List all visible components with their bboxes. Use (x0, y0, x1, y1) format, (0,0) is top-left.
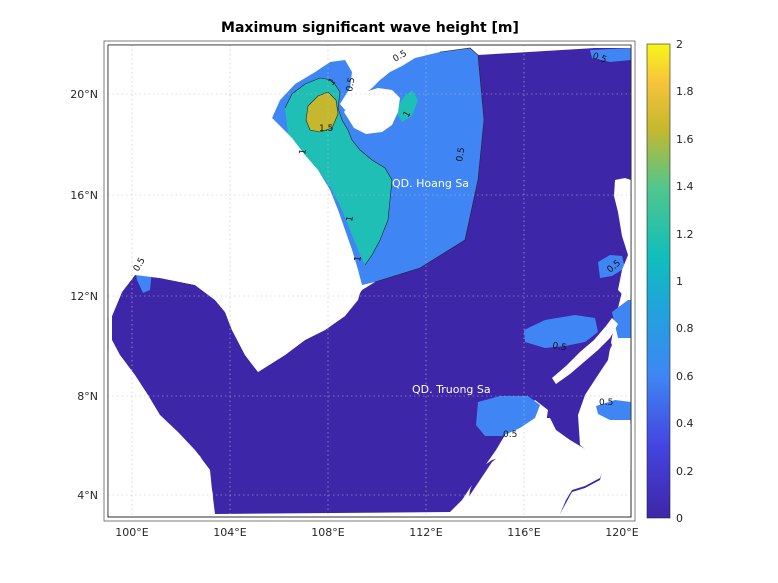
land-hainan (344, 88, 400, 134)
plot-border (107, 44, 632, 518)
x-tick-label: 108°E (311, 526, 344, 539)
contour-label: 1 (298, 148, 309, 155)
colorbar-tick-label: 1.2 (676, 228, 694, 241)
colorbar-tick-label: 1 (676, 275, 683, 288)
sea-medium-patch-north-east (590, 48, 631, 62)
x-tick-label: 100°E (115, 526, 148, 539)
x-axis-ticks: 100°E 104°E 108°E 112°E 116°E 120°E (115, 526, 638, 539)
graticule (108, 45, 631, 517)
colorbar-tick-label: 1.6 (676, 133, 694, 146)
sea-medium-patch-east-3 (612, 300, 631, 338)
colorbar-tick-label: 0 (676, 512, 683, 525)
sea-medium-patch-east-2 (524, 315, 598, 348)
contour-label: 0.5 (599, 398, 613, 408)
x-tick-label: 112°E (409, 526, 442, 539)
sea-medium-patch-east-1 (598, 255, 625, 278)
colorbar-tick-label: 2 (676, 38, 683, 51)
colorbar-tick-label: 0.4 (676, 417, 694, 430)
y-tick-label: 12°N (70, 290, 98, 303)
x-tick-label: 116°E (507, 526, 540, 539)
place-label-hoang-sa: QD. Hoang Sa (392, 177, 469, 190)
land-borneo (452, 418, 606, 514)
colorbar (646, 43, 671, 519)
y-tick-label: 16°N (70, 189, 98, 202)
contour-line-0-5 (374, 47, 485, 283)
sea-medium-patch-east-4 (596, 400, 631, 420)
contour-label: 0.5 (503, 430, 517, 440)
y-tick-label: 4°N (77, 489, 98, 502)
place-label-truong-sa: QD. Truong Sa (412, 383, 491, 396)
contour-label: 1 (353, 255, 364, 262)
land-philippines (614, 178, 631, 298)
land-palawan (552, 318, 618, 384)
contour-label: 0.5 (345, 77, 357, 93)
contour-label: 1 (402, 110, 414, 120)
colorbar-ticks: 0 0.2 0.4 0.6 0.8 1 1.2 1.4 1.6 1.8 2 (676, 38, 694, 525)
contour-label: 0.5 (455, 147, 467, 163)
contour-label: 1 (345, 215, 356, 222)
y-tick-label: 8°N (77, 390, 98, 403)
colorbar-tick-label: 1.4 (676, 180, 694, 193)
contour-label: 0.5 (551, 341, 567, 353)
colorbar-tick-label: 0.6 (676, 370, 694, 383)
sea-peak-wave-region (306, 92, 338, 132)
contour-label: 1.5 (319, 124, 333, 134)
contour-label: 1 (327, 77, 338, 88)
sea-high-patch-hainan-east (395, 90, 418, 122)
map-outer-border (103, 40, 636, 522)
x-tick-label: 104°E (213, 526, 246, 539)
colorbar-tick-label: 1.8 (676, 85, 694, 98)
y-axis-ticks: 4°N 8°N 12°N 16°N 20°N (70, 88, 98, 502)
colorbar-tick-label: 0.2 (676, 465, 694, 478)
land-south-thailand (108, 350, 213, 514)
land-mainland (108, 45, 362, 372)
contour-line-1-5 (305, 91, 339, 133)
x-tick-label: 120°E (605, 526, 638, 539)
chart-title: Maximum significant wave height [m] (221, 20, 519, 36)
land-mindoro (590, 422, 631, 470)
colorbar-tick-label: 0.8 (676, 322, 694, 335)
y-tick-label: 20°N (70, 88, 98, 101)
contour-line-1-0 (284, 77, 393, 266)
contour-label: 0.5 (591, 51, 608, 65)
